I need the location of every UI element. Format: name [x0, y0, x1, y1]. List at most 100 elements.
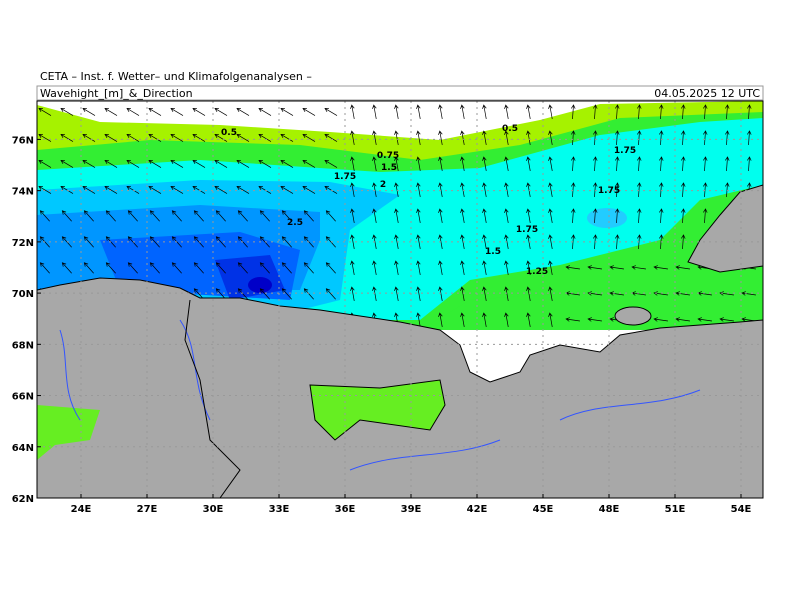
arrow: [703, 208, 708, 224]
arrow: [350, 286, 355, 301]
lon-tick-label: 36E: [335, 504, 356, 515]
arrow: [372, 104, 377, 119]
contour-label: 1.75: [334, 172, 356, 182]
arrow: [372, 130, 377, 145]
arrow: [259, 262, 270, 274]
arrow: [631, 265, 646, 270]
arrow: [236, 134, 250, 142]
arrow: [214, 186, 228, 194]
arrow: [280, 186, 294, 194]
arrow: [548, 260, 553, 275]
arrow: [571, 182, 576, 198]
arrow: [325, 262, 336, 274]
arrow: [593, 104, 598, 120]
arrow: [526, 156, 531, 171]
arrow: [460, 130, 465, 145]
arrow: [504, 130, 509, 145]
arrow: [548, 104, 553, 119]
arrow: [681, 130, 686, 146]
arrow: [148, 160, 162, 168]
arrow: [105, 210, 116, 222]
arrow: [725, 104, 730, 120]
arrow: [324, 108, 338, 116]
lon-tick-label: 45E: [533, 504, 554, 515]
arrow: [637, 156, 642, 172]
arrow: [193, 262, 204, 274]
lon-tick-label: 24E: [71, 504, 92, 515]
arrow: [416, 130, 421, 145]
arrow: [571, 208, 576, 224]
arrow: [587, 317, 602, 322]
arrow: [303, 288, 314, 300]
arrow: [281, 210, 292, 222]
arrow: [438, 104, 443, 119]
arrow: [548, 208, 553, 223]
arrow: [659, 104, 664, 120]
arrow: [38, 160, 52, 168]
arrow: [504, 182, 509, 197]
arrow: [438, 286, 443, 301]
border: [184, 299, 241, 498]
contour-label: 0.5: [221, 128, 237, 138]
lon-tick-label: 51E: [665, 504, 686, 515]
arrow: [104, 186, 118, 194]
title: Wavehight_[m]_&_Direction: [40, 87, 193, 100]
novaya-zemlya: [687, 184, 763, 273]
arrow: [193, 288, 204, 300]
arrow: [609, 291, 624, 296]
arrow: [82, 160, 96, 168]
arrow: [350, 208, 355, 223]
arrow: [258, 160, 272, 168]
arrow: [350, 130, 355, 145]
arrow: [438, 208, 443, 223]
arrow: [681, 182, 686, 198]
arrow: [526, 286, 531, 301]
arrow: [61, 210, 72, 222]
arrow: [482, 208, 487, 223]
arrow: [171, 262, 182, 274]
arrow: [703, 130, 708, 146]
arrow: [303, 210, 314, 222]
arrow: [60, 160, 74, 168]
lat-tick-label: 62N: [12, 494, 34, 505]
arrow: [659, 130, 664, 146]
arrow: [460, 208, 465, 223]
arrow: [681, 156, 686, 172]
arrow: [460, 104, 465, 119]
arrow: [258, 134, 272, 142]
arrow: [637, 208, 642, 224]
arrow: [548, 234, 553, 249]
arrow: [149, 262, 160, 274]
arrow: [215, 236, 226, 248]
arrow: [325, 210, 336, 222]
arrow: [460, 286, 465, 301]
institute: CETA – Inst. f. Wetter– und Klimafolgena…: [40, 70, 312, 83]
arrow: [302, 108, 316, 116]
arrow: [280, 134, 294, 142]
arrow: [104, 108, 118, 116]
arrow: [372, 286, 377, 301]
arrow: [438, 182, 443, 197]
contour-label: 2: [380, 180, 386, 190]
lon-tick-label: 30E: [203, 504, 224, 515]
arrow: [681, 208, 686, 224]
arrow: [214, 134, 228, 142]
arrow: [394, 260, 399, 275]
arrow: [416, 234, 421, 249]
lon-tick-label: 54E: [731, 504, 752, 515]
arrow: [615, 130, 620, 146]
arrow: [416, 312, 421, 327]
contour-label: 1.5: [485, 247, 501, 257]
arrow: [82, 108, 96, 116]
arrow: [460, 260, 465, 275]
arrow: [615, 156, 620, 172]
arrow: [148, 186, 162, 194]
lat-tick-label: 74N: [12, 187, 34, 198]
arrow: [703, 156, 708, 172]
lon-tick-label: 33E: [269, 504, 290, 515]
wave-zone: [248, 277, 272, 293]
lon-tick-label: 48E: [599, 504, 620, 515]
arrow: [504, 208, 509, 223]
lat-tick-label: 68N: [12, 340, 34, 351]
arrow: [61, 262, 72, 274]
